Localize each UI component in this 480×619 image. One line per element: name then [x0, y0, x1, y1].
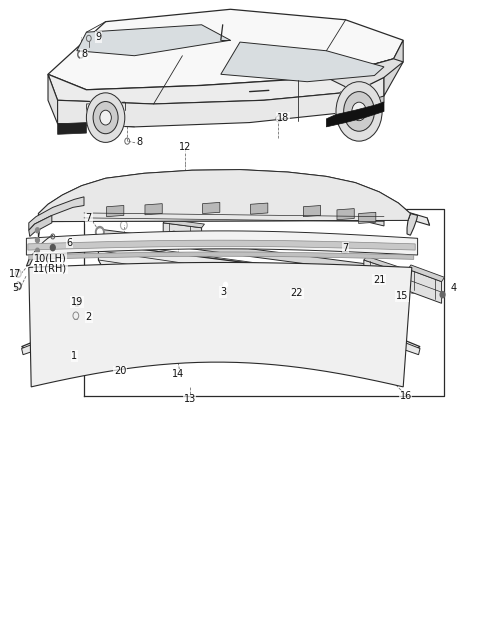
Polygon shape — [22, 297, 420, 352]
Polygon shape — [326, 59, 403, 92]
Circle shape — [224, 282, 228, 287]
Polygon shape — [26, 214, 41, 266]
Circle shape — [342, 245, 347, 251]
Text: 13: 13 — [183, 394, 196, 404]
Polygon shape — [251, 203, 268, 214]
Circle shape — [340, 242, 349, 253]
Circle shape — [36, 238, 39, 243]
Polygon shape — [326, 102, 384, 127]
Polygon shape — [48, 9, 403, 90]
Text: 16: 16 — [399, 391, 412, 401]
Text: 10(LH): 10(LH) — [34, 253, 67, 263]
Polygon shape — [394, 267, 396, 277]
Polygon shape — [337, 209, 354, 220]
Polygon shape — [38, 170, 410, 222]
Polygon shape — [408, 265, 444, 282]
Circle shape — [344, 92, 374, 131]
Polygon shape — [98, 229, 101, 237]
Polygon shape — [407, 214, 418, 235]
Polygon shape — [29, 215, 52, 236]
Text: 5: 5 — [12, 283, 19, 293]
Text: 8: 8 — [81, 50, 87, 59]
Polygon shape — [163, 223, 202, 249]
Circle shape — [50, 245, 55, 251]
Circle shape — [96, 227, 104, 238]
Circle shape — [78, 51, 84, 58]
Circle shape — [222, 280, 229, 290]
Text: 17: 17 — [9, 269, 22, 279]
Text: 20: 20 — [114, 366, 126, 376]
Polygon shape — [29, 197, 84, 230]
Circle shape — [336, 82, 382, 141]
Text: 11(RH): 11(RH) — [33, 263, 68, 273]
Circle shape — [36, 228, 39, 233]
Polygon shape — [22, 301, 420, 355]
Circle shape — [79, 53, 82, 56]
Polygon shape — [359, 212, 376, 223]
Text: 8: 8 — [136, 137, 142, 147]
Text: 9: 9 — [96, 32, 101, 42]
Text: 18: 18 — [277, 113, 289, 123]
Polygon shape — [384, 40, 403, 96]
Circle shape — [15, 270, 21, 277]
Circle shape — [352, 102, 366, 121]
Polygon shape — [48, 74, 58, 124]
Circle shape — [100, 110, 111, 125]
Text: 6: 6 — [67, 238, 72, 248]
Polygon shape — [364, 256, 400, 271]
Text: 21: 21 — [373, 275, 385, 285]
Polygon shape — [29, 262, 412, 387]
Polygon shape — [303, 206, 321, 217]
Circle shape — [17, 284, 20, 288]
Circle shape — [15, 282, 21, 290]
Text: 7: 7 — [342, 243, 349, 253]
Text: 12: 12 — [179, 142, 191, 152]
Polygon shape — [29, 252, 414, 259]
Text: 2: 2 — [85, 312, 92, 322]
Circle shape — [36, 248, 39, 253]
Polygon shape — [107, 206, 124, 217]
Polygon shape — [408, 269, 442, 303]
Text: 14: 14 — [171, 370, 184, 379]
Polygon shape — [145, 204, 162, 215]
Polygon shape — [98, 241, 396, 294]
Circle shape — [97, 229, 102, 235]
Polygon shape — [84, 193, 384, 226]
Polygon shape — [77, 25, 230, 56]
Polygon shape — [38, 170, 410, 222]
Text: 19: 19 — [71, 297, 83, 307]
Polygon shape — [28, 240, 415, 250]
Text: 15: 15 — [396, 291, 408, 301]
Polygon shape — [98, 229, 394, 275]
Polygon shape — [26, 231, 418, 255]
Text: 4: 4 — [451, 283, 456, 293]
Circle shape — [440, 292, 445, 298]
Text: 7: 7 — [85, 213, 92, 223]
Text: 3: 3 — [220, 287, 226, 297]
Polygon shape — [221, 42, 384, 82]
Polygon shape — [364, 260, 397, 290]
Polygon shape — [58, 77, 384, 127]
Polygon shape — [341, 92, 384, 105]
Polygon shape — [58, 123, 86, 134]
Circle shape — [86, 93, 125, 142]
Polygon shape — [163, 219, 204, 228]
Polygon shape — [203, 202, 220, 214]
Polygon shape — [98, 241, 396, 303]
Polygon shape — [298, 180, 430, 225]
Text: 1: 1 — [72, 351, 77, 361]
Text: 22: 22 — [290, 288, 303, 298]
Circle shape — [17, 272, 20, 275]
Circle shape — [93, 102, 118, 134]
Polygon shape — [48, 59, 394, 104]
